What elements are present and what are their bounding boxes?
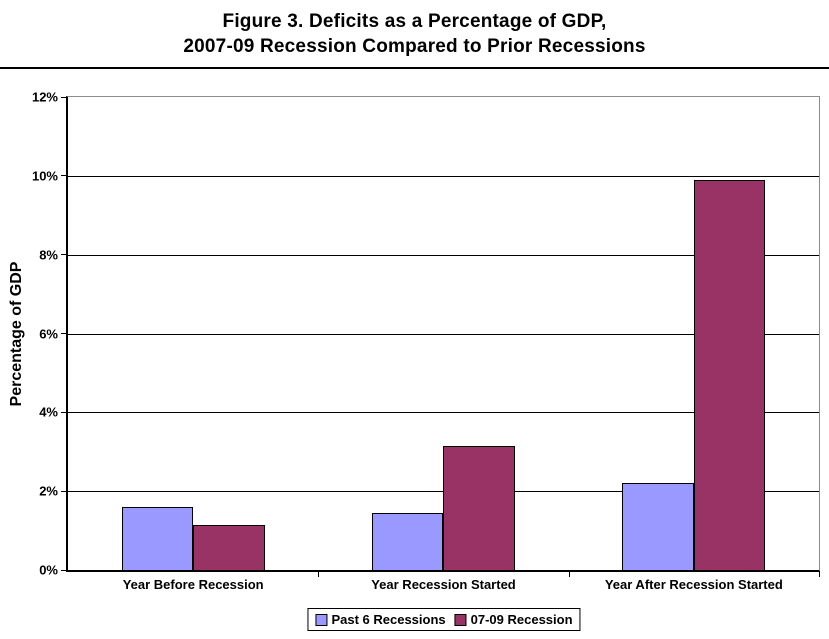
x-axis-category-labels: Year Before Recession Year Recession Star… — [68, 577, 819, 595]
y-tick-mark — [61, 491, 68, 492]
y-tick-label: 6% — [39, 326, 58, 341]
chart-title-line-1: Figure 3. Deficits as a Percentage of GD… — [222, 11, 607, 32]
y-tick-mark — [61, 175, 68, 176]
category-cell — [318, 97, 568, 570]
category-cell — [68, 97, 318, 570]
legend-label: 07-09 Recession — [470, 612, 573, 627]
plot-area — [66, 96, 820, 572]
legend-item: Past 6 Recessions — [315, 612, 446, 627]
y-tick-mark — [61, 254, 68, 255]
chart-title-line-2: 2007-09 Recession Compared to Prior Rece… — [183, 36, 646, 57]
bar-07-09-recession — [193, 524, 265, 570]
category-cell — [569, 97, 819, 570]
gridline — [68, 175, 819, 177]
x-tick-mark — [569, 571, 570, 577]
legend-swatch — [315, 613, 328, 626]
gridline — [68, 333, 819, 335]
legend-label: Past 6 Recessions — [331, 612, 446, 627]
y-tick-label: 0% — [39, 562, 58, 578]
y-tick-mark — [61, 412, 68, 413]
legend-item: 07-09 Recession — [454, 612, 573, 627]
y-tick-mark — [61, 97, 68, 98]
bar-past-6-recessions — [121, 506, 194, 570]
x-tick-mark — [819, 571, 820, 577]
x-category-label: Year Recession Started — [371, 577, 516, 592]
legend: Past 6 Recessions 07-09 Recession — [307, 608, 581, 631]
title-divider-rule — [0, 67, 829, 69]
legend-swatch — [454, 613, 467, 626]
y-tick-label: 12% — [31, 89, 58, 105]
y-tick-label: 4% — [39, 404, 58, 420]
x-category-label: Year Before Recession — [122, 577, 264, 592]
x-tick-mark — [318, 571, 319, 577]
bar-past-6-recessions — [622, 483, 694, 570]
bar-07-09-recession — [693, 179, 766, 570]
bar-07-09-recession — [443, 445, 515, 570]
x-category-label: Year After Recession Started — [604, 577, 783, 592]
y-tick-mark — [61, 570, 68, 571]
y-tick-label: 2% — [39, 483, 58, 499]
bar-past-6-recessions — [371, 512, 444, 570]
chart-title: Figure 3. Deficits as a Percentage of GD… — [0, 9, 829, 59]
y-axis-tick-labels: 12% 10% 8% 6% 4% 2% 0% — [0, 90, 58, 578]
y-tick-label: 10% — [31, 168, 58, 184]
y-tick-mark — [61, 333, 68, 334]
gridline — [68, 412, 819, 414]
y-tick-label: 8% — [39, 247, 58, 263]
gridline — [68, 254, 819, 256]
